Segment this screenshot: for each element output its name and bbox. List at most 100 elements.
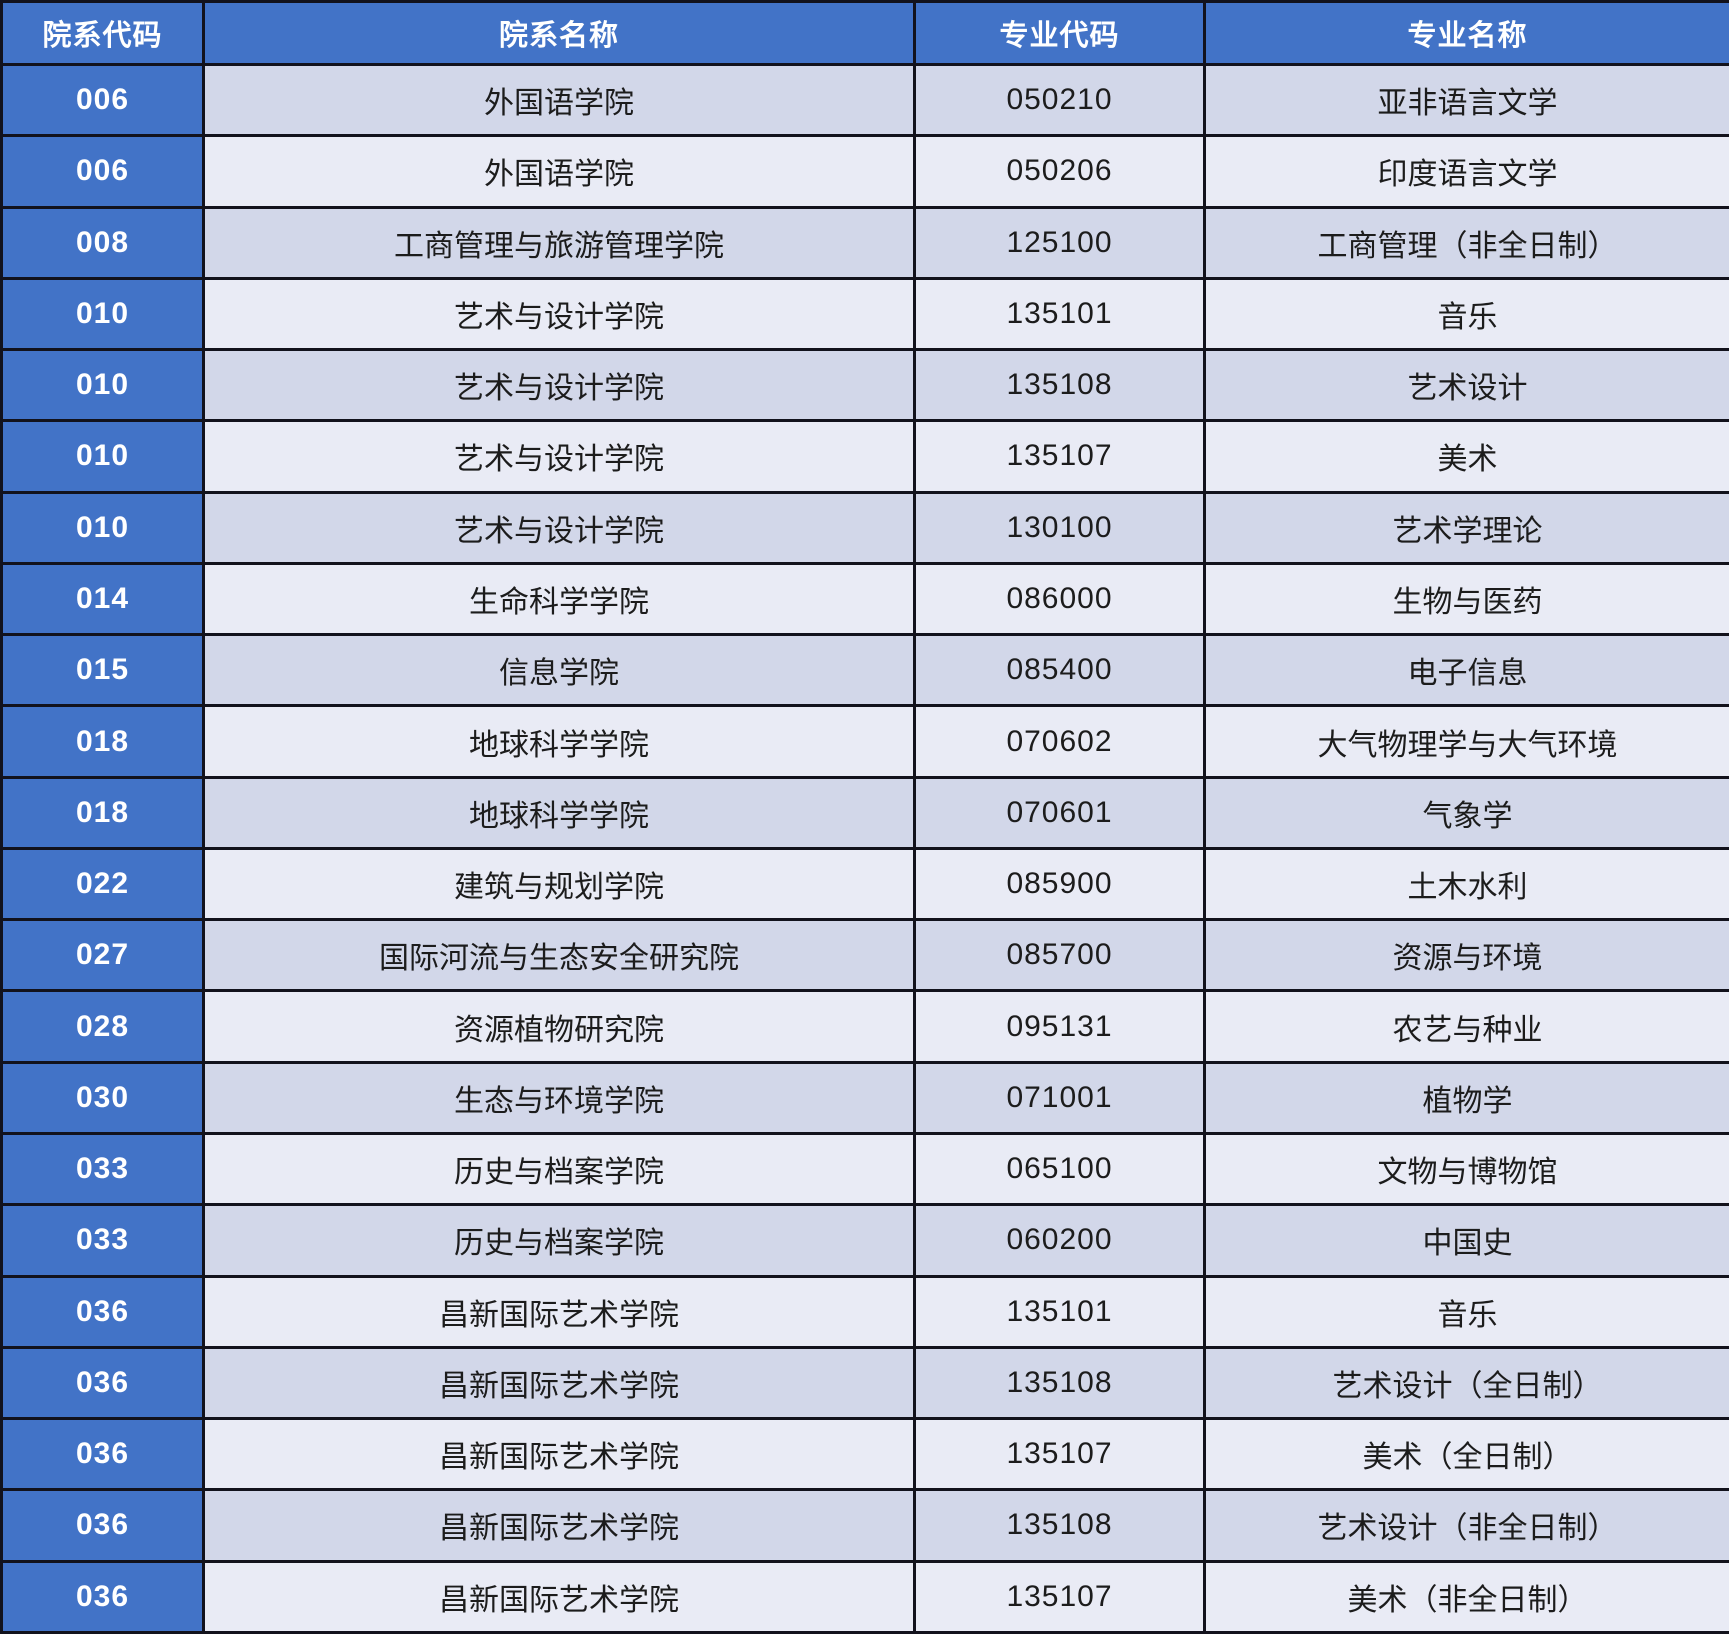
dept-name-cell: 外国语学院 (202, 62, 916, 138)
dept-name-cell: 生态与环境学院 (202, 1060, 916, 1135)
major-code-cell: 135101 (913, 276, 1206, 352)
major-code-cell: 071001 (913, 1060, 1206, 1135)
major-code-cell: 135107 (913, 419, 1206, 494)
dept-code-cell: 036 (0, 1417, 205, 1492)
major-name-cell: 美术 (1203, 419, 1729, 494)
major-code-cell: 065100 (913, 1131, 1206, 1207)
major-name-cell: 印度语言文学 (1203, 134, 1729, 209)
dept-code-cell: 028 (0, 989, 205, 1064)
dept-name-cell: 工商管理与旅游管理学院 (202, 205, 916, 280)
major-code-cell: 135107 (913, 1417, 1206, 1492)
dept-code-cell: 036 (0, 1559, 205, 1634)
major-name-cell: 艺术设计（非全日制） (1203, 1488, 1729, 1563)
table-body: 006 外国语学院 050210 亚非语言文学 006 外国语学院 050206… (0, 62, 1729, 1634)
dept-code-cell: 036 (0, 1274, 205, 1349)
major-code-cell: 086000 (913, 561, 1206, 637)
major-code-cell: 070602 (913, 704, 1206, 779)
table-header-row: 院系代码 院系名称 专业代码 专业名称 (0, 0, 1729, 66)
table-row: 036 昌新国际艺术学院 135107 美术（全日制） (0, 1417, 1729, 1492)
dept-code-cell: 006 (0, 134, 205, 209)
major-code-cell: 125100 (913, 205, 1206, 280)
major-code-cell: 135107 (913, 1559, 1206, 1634)
table-row: 036 昌新国际艺术学院 135108 艺术设计（非全日制） (0, 1488, 1729, 1563)
dept-code-cell: 010 (0, 490, 205, 565)
table-row: 015 信息学院 085400 电子信息 (0, 633, 1729, 708)
column-header-major-code: 专业代码 (913, 0, 1206, 66)
dept-name-cell: 历史与档案学院 (202, 1131, 916, 1207)
major-code-cell: 050206 (913, 134, 1206, 209)
dept-name-cell: 昌新国际艺术学院 (202, 1559, 916, 1634)
major-code-cell: 135108 (913, 348, 1206, 423)
table-row: 030 生态与环境学院 071001 植物学 (0, 1060, 1729, 1135)
dept-name-cell: 资源植物研究院 (202, 989, 916, 1064)
dept-code-cell: 033 (0, 1203, 205, 1278)
dept-code-cell: 018 (0, 704, 205, 779)
dept-code-cell: 036 (0, 1345, 205, 1421)
dept-name-cell: 艺术与设计学院 (202, 490, 916, 565)
dept-code-cell: 027 (0, 918, 205, 993)
dept-name-cell: 生命科学学院 (202, 561, 916, 637)
dept-code-cell: 006 (0, 62, 205, 138)
dept-code-cell: 015 (0, 633, 205, 708)
major-name-cell: 植物学 (1203, 1060, 1729, 1135)
major-name-cell: 艺术学理论 (1203, 490, 1729, 565)
major-name-cell: 土木水利 (1203, 846, 1729, 922)
dept-name-cell: 昌新国际艺术学院 (202, 1345, 916, 1421)
dept-code-cell: 014 (0, 561, 205, 637)
column-header-major-name: 专业名称 (1203, 0, 1729, 66)
major-code-cell: 130100 (913, 490, 1206, 565)
column-header-dept-name: 院系名称 (202, 0, 916, 66)
table-row: 010 艺术与设计学院 135101 音乐 (0, 276, 1729, 352)
table-row: 010 艺术与设计学院 135107 美术 (0, 419, 1729, 494)
table-row: 018 地球科学学院 070602 大气物理学与大气环境 (0, 704, 1729, 779)
dept-name-cell: 昌新国际艺术学院 (202, 1417, 916, 1492)
major-code-cell: 070601 (913, 775, 1206, 850)
table-row: 006 外国语学院 050210 亚非语言文学 (0, 62, 1729, 138)
major-name-cell: 农艺与种业 (1203, 989, 1729, 1064)
major-name-cell: 生物与医药 (1203, 561, 1729, 637)
table-row: 014 生命科学学院 086000 生物与医药 (0, 561, 1729, 637)
major-name-cell: 美术（非全日制） (1203, 1559, 1729, 1634)
dept-name-cell: 艺术与设计学院 (202, 276, 916, 352)
major-code-cell: 060200 (913, 1203, 1206, 1278)
dept-name-cell: 地球科学学院 (202, 775, 916, 850)
dept-code-cell: 030 (0, 1060, 205, 1135)
dept-name-cell: 国际河流与生态安全研究院 (202, 918, 916, 993)
dept-name-cell: 历史与档案学院 (202, 1203, 916, 1278)
major-name-cell: 文物与博物馆 (1203, 1131, 1729, 1207)
dept-code-cell: 010 (0, 348, 205, 423)
major-name-cell: 大气物理学与大气环境 (1203, 704, 1729, 779)
dept-code-cell: 010 (0, 276, 205, 352)
dept-name-cell: 建筑与规划学院 (202, 846, 916, 922)
table-row: 036 昌新国际艺术学院 135108 艺术设计（全日制） (0, 1345, 1729, 1421)
table-row: 006 外国语学院 050206 印度语言文学 (0, 134, 1729, 209)
major-name-cell: 资源与环境 (1203, 918, 1729, 993)
major-name-cell: 美术（全日制） (1203, 1417, 1729, 1492)
major-name-cell: 中国史 (1203, 1203, 1729, 1278)
table-row: 022 建筑与规划学院 085900 土木水利 (0, 846, 1729, 922)
dept-code-cell: 010 (0, 419, 205, 494)
major-name-cell: 艺术设计 (1203, 348, 1729, 423)
table-row: 036 昌新国际艺术学院 135107 美术（非全日制） (0, 1559, 1729, 1634)
dept-name-cell: 信息学院 (202, 633, 916, 708)
table-row: 008 工商管理与旅游管理学院 125100 工商管理（非全日制） (0, 205, 1729, 280)
dept-code-cell: 033 (0, 1131, 205, 1207)
table-row: 033 历史与档案学院 065100 文物与博物馆 (0, 1131, 1729, 1207)
major-name-cell: 音乐 (1203, 1274, 1729, 1349)
major-code-cell: 135101 (913, 1274, 1206, 1349)
table-row: 028 资源植物研究院 095131 农艺与种业 (0, 989, 1729, 1064)
major-code-cell: 095131 (913, 989, 1206, 1064)
major-name-cell: 亚非语言文学 (1203, 62, 1729, 138)
table-row: 018 地球科学学院 070601 气象学 (0, 775, 1729, 850)
dept-name-cell: 艺术与设计学院 (202, 419, 916, 494)
table-row: 033 历史与档案学院 060200 中国史 (0, 1203, 1729, 1278)
major-name-cell: 工商管理（非全日制） (1203, 205, 1729, 280)
dept-code-cell: 022 (0, 846, 205, 922)
major-code-cell: 135108 (913, 1488, 1206, 1563)
dept-name-cell: 艺术与设计学院 (202, 348, 916, 423)
dept-name-cell: 外国语学院 (202, 134, 916, 209)
table-row: 010 艺术与设计学院 135108 艺术设计 (0, 348, 1729, 423)
dept-code-cell: 036 (0, 1488, 205, 1563)
major-code-cell: 050210 (913, 62, 1206, 138)
